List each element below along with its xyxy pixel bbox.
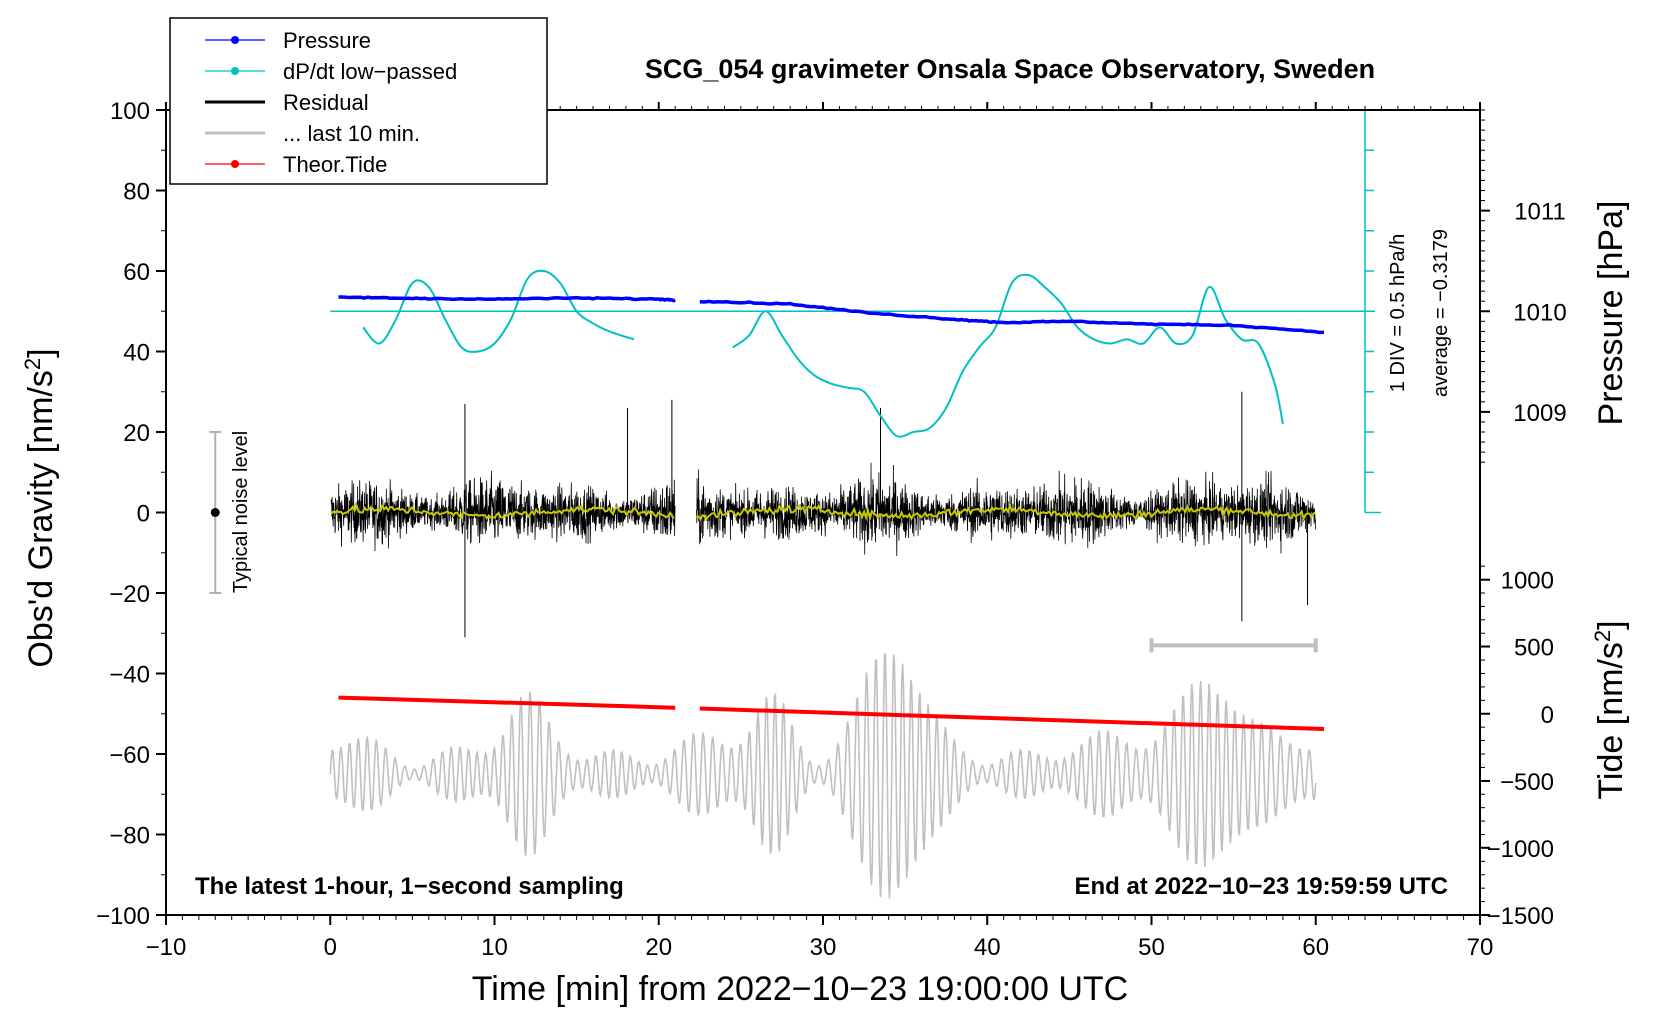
y-axis-title-pressure: Pressure [hPa] — [1592, 201, 1630, 426]
y-axis-title-tide: Tide [nm/s2] — [1590, 620, 1631, 799]
legend-marker — [231, 160, 239, 168]
legend-label: Pressure — [283, 28, 371, 53]
x-tick-label: 40 — [974, 934, 1001, 961]
pressure-tick-label: 1010 — [1513, 299, 1566, 326]
tide-line-1 — [338, 695, 676, 710]
x-tick-label: 60 — [1302, 934, 1329, 961]
y-tick-label: 60 — [123, 259, 150, 286]
noise-level-label: Typical noise level — [230, 431, 252, 593]
tide-tick-label: 500 — [1514, 635, 1554, 662]
legend-marker — [231, 67, 239, 75]
dpdt-line-1 — [362, 269, 635, 353]
dpdt-line-2 — [732, 273, 1284, 438]
y-tick-label: 100 — [110, 98, 150, 125]
y-tick-label: 40 — [123, 340, 150, 367]
y-tick-label: −80 — [109, 823, 150, 850]
legend-marker — [231, 36, 239, 44]
pressure-scale-division: 1 DIV = 0.5 hPa/h — [1387, 234, 1409, 392]
annotation-right: End at 2022−10−23 19:59:59 UTC — [1074, 873, 1448, 900]
pressure-tick-label: 1011 — [1514, 199, 1566, 226]
x-tick-label: 10 — [481, 934, 508, 961]
y-tick-label: −40 — [109, 662, 150, 689]
y-tick-label: 0 — [137, 501, 150, 528]
chart-title: SCG_054 gravimeter Onsala Space Observat… — [645, 54, 1375, 84]
noise-level-dot — [210, 508, 220, 517]
residual-smoothed-line-2 — [696, 503, 1316, 522]
x-tick-label: 0 — [324, 934, 337, 961]
pressure-tick-label: 1009 — [1513, 400, 1566, 427]
x-axis-title: Time [min] from 2022−10−23 19:00:00 UTC — [472, 970, 1128, 1008]
tide-tick-label: 1000 — [1501, 568, 1554, 595]
legend-label: ... last 10 min. — [283, 121, 420, 146]
pressure-line-2 — [699, 299, 1325, 335]
residual-smoothed-line-1 — [330, 502, 675, 520]
legend: Pressure dP/dt low−passed Residual ... last… — [169, 17, 548, 185]
annotation-left: The latest 1-hour, 1−second sampling — [195, 873, 624, 900]
tide-tick-label: −1000 — [1487, 836, 1554, 863]
x-tick-label: 30 — [810, 934, 837, 961]
y-tick-label: 20 — [123, 420, 150, 447]
legend-label: Residual — [283, 90, 369, 115]
tide-tick-label: 0 — [1541, 702, 1554, 729]
legend-label: dP/dt low−passed — [283, 59, 457, 84]
tide-tick-label: −1500 — [1487, 903, 1554, 930]
pressure-scale-average: average = −0.3179 — [1430, 229, 1452, 397]
y-axis-title-left: Obs'd Gravity [nm/s2] — [20, 348, 61, 667]
y-tick-label: −60 — [109, 742, 150, 769]
x-tick-label: 70 — [1467, 934, 1494, 961]
y-tick-label: −100 — [96, 903, 150, 930]
last-10min-line — [329, 653, 1317, 899]
tide-line-2 — [699, 706, 1325, 731]
x-tick-label: 20 — [645, 934, 672, 961]
legend-label: Theor.Tide — [283, 152, 387, 177]
y-tick-label: −20 — [109, 581, 150, 608]
y-tick-label: 80 — [123, 179, 150, 206]
tide-tick-label: −500 — [1500, 769, 1554, 796]
pressure-line-1 — [338, 295, 676, 303]
x-tick-label: 50 — [1138, 934, 1165, 961]
x-tick-label: −10 — [146, 934, 187, 961]
